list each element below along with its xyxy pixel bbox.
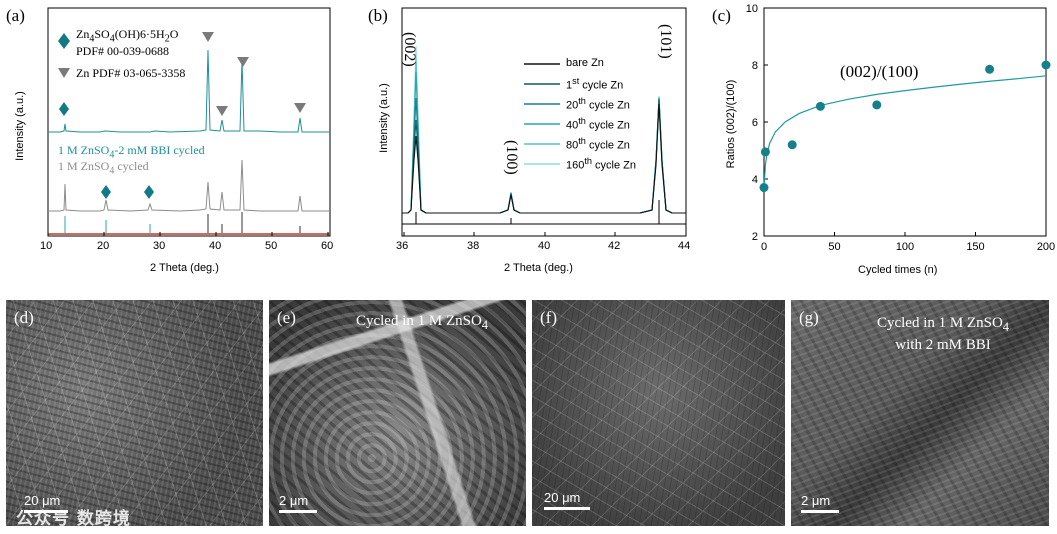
panel-c-title: (002)/(100) xyxy=(840,62,919,81)
panel-g-scale-label: 2 μm xyxy=(801,493,831,508)
panel-g-scale-bar xyxy=(801,510,839,513)
panel-b-xtick-38: 38 xyxy=(467,240,480,252)
panel-f-scale-bar xyxy=(544,507,590,510)
panel-c-xtick-label: 0 xyxy=(761,241,767,253)
panel-a-xlabel: 2 Theta (deg.) xyxy=(150,262,219,274)
panel-a-frame xyxy=(47,7,331,237)
panel-a-znso4-trace xyxy=(48,159,330,212)
panel-b-letter: (b) xyxy=(368,6,388,25)
panel-d-scale-bar xyxy=(24,510,68,513)
panel-c-data-point xyxy=(787,140,797,150)
panel-c-fit-line xyxy=(763,75,1047,188)
panel-a-diamond-markers xyxy=(59,102,154,199)
panel-a-letter: (a) xyxy=(6,6,25,25)
panel-d-letter: (d) xyxy=(14,308,34,327)
panel-b-legend-2: 20th cycle Zn xyxy=(566,96,630,112)
sem-image-g: (g) Cycled in 1 M ZnSO4 with 2 mM BBI 2 … xyxy=(791,300,1049,526)
panel-b-legend-5: 160th cycle Zn xyxy=(566,156,637,172)
panel-b-xtick-40: 40 xyxy=(538,240,551,252)
panel-a-legend1-pdf: PDF# 00-039-0688 xyxy=(76,44,170,58)
panel-c-ytick-label: 6 xyxy=(752,117,758,129)
panel-f-scale-label: 20 μm xyxy=(544,490,581,505)
panel-a-xtick-20: 20 xyxy=(97,240,110,252)
panel-a-bbi-trace xyxy=(48,49,330,133)
panel-c-data-point xyxy=(985,64,995,74)
panel-e-caption: Cycled in 1 M ZnSO4 xyxy=(355,313,489,332)
panel-b-frame xyxy=(401,7,687,237)
panel-a-xtick-30: 30 xyxy=(153,240,166,252)
sem-image-f: (f) 20 μm xyxy=(532,300,785,526)
panel-a-label-bbi: 1 M ZnSO4-2 mM BBI cycled xyxy=(58,143,205,161)
legend-triangle-icon xyxy=(58,68,70,78)
panel-a-xtick-40: 40 xyxy=(209,240,222,252)
panel-c-xtick-label: 150 xyxy=(966,241,984,253)
panel-a-xtick-50: 50 xyxy=(265,240,278,252)
panel-b-traces xyxy=(402,45,686,214)
panel-c-ytick-label: 2 xyxy=(752,231,758,243)
panel-b-legend-3: 40th cycle Zn xyxy=(566,116,630,132)
panel-c-xtick-label: 100 xyxy=(896,241,914,253)
panel-c-xtick-label: 200 xyxy=(1037,241,1055,253)
panel-a-chart xyxy=(47,7,331,237)
panel-c-data-point xyxy=(1041,60,1051,70)
panel-c-ylabel: Ratios (002)/(100) xyxy=(725,79,737,169)
panel-f-letter: (f) xyxy=(540,308,557,327)
panel-b-chart xyxy=(401,7,687,237)
panel-a-legend2: Zn PDF# 03-065-3358 xyxy=(76,66,186,80)
panel-a-ref-zn xyxy=(207,212,301,233)
panel-d-scale-label: 20 μm xyxy=(24,493,61,508)
panel-b-xtick-42: 42 xyxy=(608,240,621,252)
panel-c-data-point xyxy=(759,183,769,193)
panel-b-legend-lines xyxy=(524,63,560,165)
sem-image-e: (e) Cycled in 1 M ZnSO4 2 μm xyxy=(269,300,526,526)
panel-b-xtick-36: 36 xyxy=(396,240,409,252)
panel-c-chart: 0 50 100 150 200 2 4 6 8 10 xyxy=(746,3,1055,253)
panel-c-ytick-label: 4 xyxy=(752,174,758,186)
panel-b-legend-0: bare Zn xyxy=(566,57,604,69)
panel-e-letter: (e) xyxy=(277,308,296,327)
panel-c-data-point xyxy=(872,100,882,110)
panel-c-data-point xyxy=(760,147,770,157)
sem-image-d: (d) 20 μm xyxy=(6,300,263,526)
panel-e-scale-bar xyxy=(279,510,317,513)
panel-c-letter: (c) xyxy=(712,6,731,25)
panel-c-ytick-label: 10 xyxy=(746,3,758,15)
panel-a-triangle-markers xyxy=(202,32,306,116)
panel-c-ytick-label: 8 xyxy=(752,60,758,72)
panel-b-legend-1: 1st cycle Zn xyxy=(566,76,624,92)
panel-c-data-point xyxy=(815,101,825,111)
panel-e-scale-label: 2 μm xyxy=(279,493,309,508)
panel-b-legend-4: 80th cycle Zn xyxy=(566,136,630,152)
panel-g-caption-line1: Cycled in 1 M ZnSO4 xyxy=(876,315,1010,334)
panel-g-caption-line2: with 2 mM BBI xyxy=(895,337,991,353)
watermark: 公众号 数跨境 xyxy=(16,509,131,529)
panel-c-xlabel: Cycled times (n) xyxy=(858,264,938,276)
panel-b-xlabel: 2 Theta (deg.) xyxy=(504,262,573,274)
panel-a-xtick-60: 60 xyxy=(321,240,334,252)
panel-a-label-znso4: 1 M ZnSO4 cycled xyxy=(58,159,149,177)
panel-g-letter: (g) xyxy=(799,308,819,327)
panel-c-frame xyxy=(763,7,1047,237)
panel-b-xtick-44: 44 xyxy=(678,240,691,252)
panel-c-xtick-label: 50 xyxy=(828,241,840,253)
panel-a-xtick-10: 10 xyxy=(40,240,53,252)
legend-diamond-icon xyxy=(58,33,70,49)
panel-a-legend1-formula: Zn4SO4(OH)6·5H2O xyxy=(76,27,179,45)
